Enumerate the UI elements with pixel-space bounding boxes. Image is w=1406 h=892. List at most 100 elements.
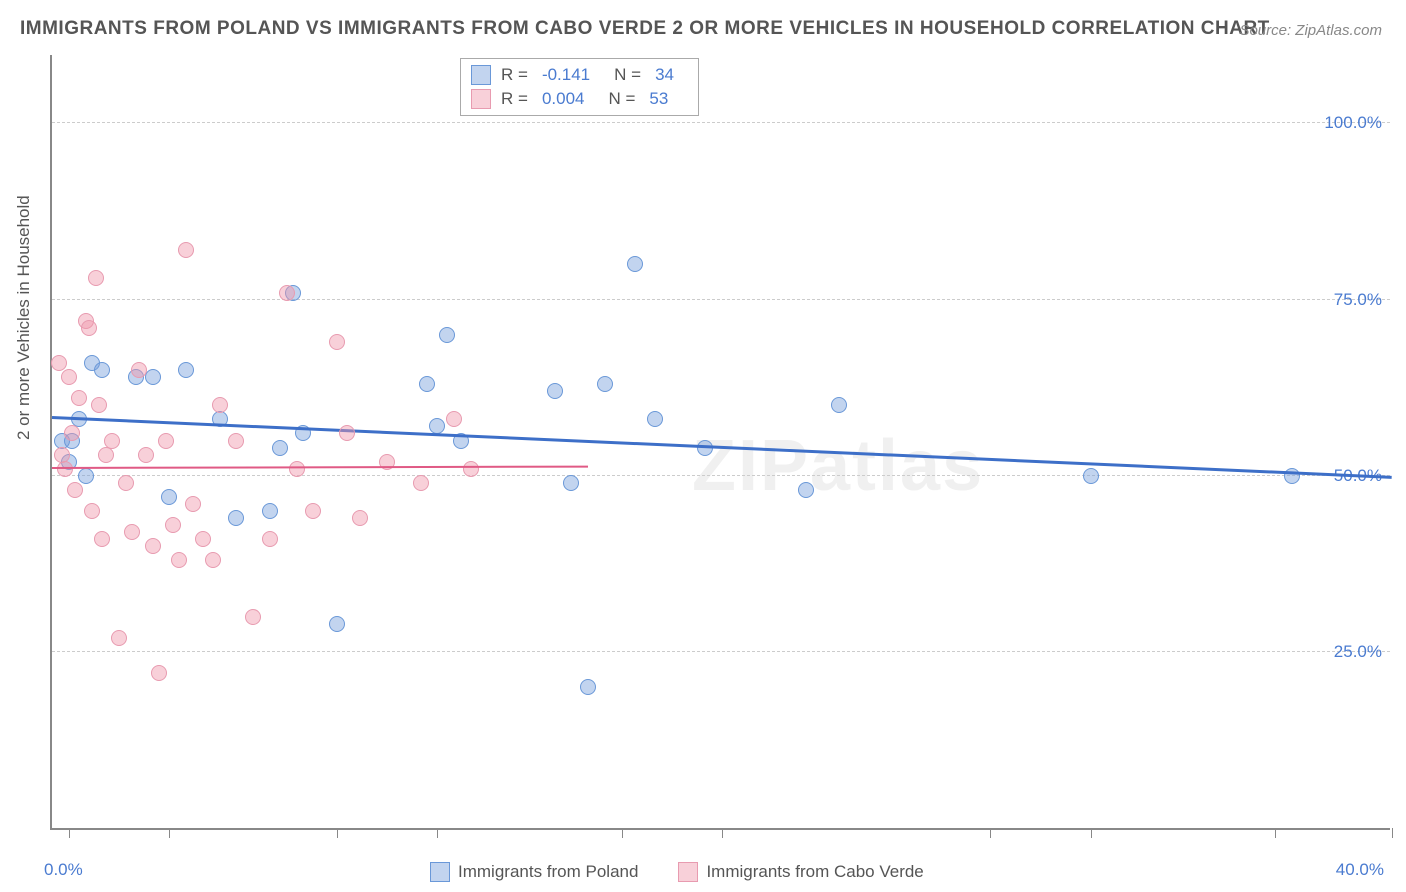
scatter-point: [262, 503, 278, 519]
scatter-point: [627, 256, 643, 272]
scatter-point: [104, 433, 120, 449]
scatter-point: [84, 503, 100, 519]
scatter-point: [151, 665, 167, 681]
scatter-point: [262, 531, 278, 547]
scatter-point: [94, 531, 110, 547]
scatter-point: [305, 503, 321, 519]
series-legend: Immigrants from Poland Immigrants from Ca…: [430, 862, 954, 882]
scatter-point: [228, 433, 244, 449]
watermark-text: ZIPatlas: [692, 425, 984, 507]
scatter-point: [51, 355, 67, 371]
scatter-point: [329, 616, 345, 632]
scatter-point: [413, 475, 429, 491]
source-attribution: Source: ZipAtlas.com: [1239, 22, 1382, 39]
y-axis-label: 2 or more Vehicles in Household: [14, 195, 34, 440]
scatter-point: [647, 411, 663, 427]
x-tick-mark: [1091, 828, 1092, 838]
scatter-point: [352, 510, 368, 526]
scatter-point: [98, 447, 114, 463]
x-tick-mark: [1392, 828, 1393, 838]
legend-r-label: R =: [501, 65, 528, 85]
legend-n-value: 53: [649, 89, 668, 109]
scatter-point: [71, 390, 87, 406]
legend-correlation-row: R = -0.141 N = 34: [471, 63, 688, 87]
legend-n-value: 34: [655, 65, 674, 85]
y-tick-label: 100.0%: [1324, 113, 1382, 133]
scatter-point: [165, 517, 181, 533]
scatter-point: [1083, 468, 1099, 484]
scatter-point: [88, 270, 104, 286]
scatter-point: [158, 433, 174, 449]
scatter-point: [111, 630, 127, 646]
scatter-point: [580, 679, 596, 695]
scatter-point: [64, 425, 80, 441]
legend-r-value: -0.141: [542, 65, 590, 85]
gridline-horizontal: [52, 475, 1390, 476]
x-tick-mark: [622, 828, 623, 838]
y-tick-label: 75.0%: [1334, 290, 1382, 310]
x-axis-max-label: 40.0%: [1336, 860, 1384, 880]
legend-series-item: Immigrants from Poland: [430, 862, 638, 882]
scatter-point: [185, 496, 201, 512]
x-tick-mark: [722, 828, 723, 838]
scatter-point: [339, 425, 355, 441]
scatter-point: [61, 369, 77, 385]
scatter-point: [91, 397, 107, 413]
x-axis-min-label: 0.0%: [44, 860, 83, 880]
scatter-point: [212, 397, 228, 413]
scatter-point: [279, 285, 295, 301]
gridline-horizontal: [52, 299, 1390, 300]
scatter-point: [171, 552, 187, 568]
chart-title: IMMIGRANTS FROM POLAND VS IMMIGRANTS FRO…: [20, 18, 1270, 40]
legend-series-label: Immigrants from Cabo Verde: [706, 862, 923, 882]
legend-r-value: 0.004: [542, 89, 585, 109]
scatter-point: [419, 376, 435, 392]
scatter-point: [245, 609, 261, 625]
gridline-horizontal: [52, 122, 1390, 123]
scatter-point: [145, 538, 161, 554]
scatter-point: [131, 362, 147, 378]
x-tick-mark: [337, 828, 338, 838]
scatter-point: [78, 468, 94, 484]
legend-n-label: N =: [608, 89, 635, 109]
scatter-point: [1284, 468, 1300, 484]
scatter-point: [463, 461, 479, 477]
legend-n-label: N =: [614, 65, 641, 85]
legend-series-label: Immigrants from Poland: [458, 862, 638, 882]
scatter-point: [118, 475, 134, 491]
scatter-point: [178, 242, 194, 258]
scatter-point: [205, 552, 221, 568]
scatter-point: [67, 482, 83, 498]
scatter-point: [272, 440, 288, 456]
scatter-plot-area: ZIPatlas 25.0%50.0%75.0%100.0%: [50, 55, 1390, 830]
scatter-point: [329, 334, 345, 350]
scatter-point: [563, 475, 579, 491]
scatter-point: [94, 362, 110, 378]
trend-line: [52, 465, 588, 468]
x-tick-mark: [69, 828, 70, 838]
x-tick-mark: [990, 828, 991, 838]
legend-swatch: [471, 65, 491, 85]
scatter-point: [81, 320, 97, 336]
scatter-point: [124, 524, 140, 540]
scatter-point: [439, 327, 455, 343]
scatter-point: [178, 362, 194, 378]
scatter-point: [228, 510, 244, 526]
scatter-point: [195, 531, 211, 547]
legend-r-label: R =: [501, 89, 528, 109]
scatter-point: [547, 383, 563, 399]
legend-correlation-row: R = 0.004 N = 53: [471, 87, 688, 111]
y-tick-label: 25.0%: [1334, 642, 1382, 662]
scatter-point: [161, 489, 177, 505]
gridline-horizontal: [52, 651, 1390, 652]
scatter-point: [798, 482, 814, 498]
scatter-point: [289, 461, 305, 477]
scatter-point: [446, 411, 462, 427]
x-tick-mark: [437, 828, 438, 838]
scatter-point: [831, 397, 847, 413]
scatter-point: [138, 447, 154, 463]
legend-swatch: [430, 862, 450, 882]
legend-series-item: Immigrants from Cabo Verde: [678, 862, 923, 882]
correlation-legend: R = -0.141 N = 34 R = 0.004 N = 53: [460, 58, 699, 116]
legend-swatch: [678, 862, 698, 882]
